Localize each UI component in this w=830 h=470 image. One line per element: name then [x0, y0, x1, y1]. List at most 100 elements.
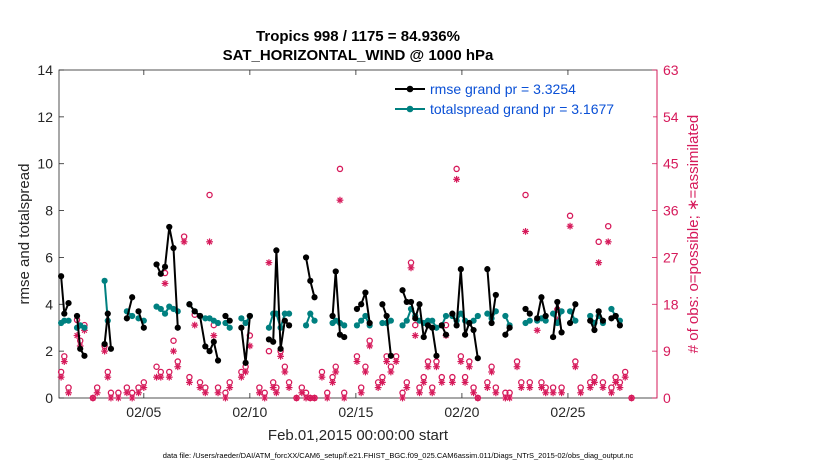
rmse-point [166, 223, 173, 231]
obs-assimilated-point [60, 358, 68, 365]
asterisk-stroke [558, 389, 565, 396]
y-tick-label: 4 [45, 296, 53, 312]
rmse-line-segment [569, 304, 577, 324]
rmse-point [174, 324, 181, 331]
y-tick-label: 10 [37, 156, 53, 172]
data-file-footer: data file: /Users/raeder/DAI/ATM_forcXX/… [163, 451, 634, 460]
asterisk-stroke [399, 395, 406, 401]
y-tick-label: 14 [37, 62, 53, 78]
rmse-point [554, 298, 561, 306]
asterisk-stroke [191, 322, 198, 328]
asterisk-stroke [202, 389, 209, 396]
obs-assimilated-point [165, 373, 173, 381]
y2-tick-label: 0 [663, 390, 671, 406]
rmse-point [403, 298, 410, 306]
totalspread-point [358, 317, 365, 324]
rmse-point [196, 312, 204, 320]
totalspread-point [542, 317, 549, 324]
asterisk-stroke [124, 389, 130, 396]
rmse-point [457, 266, 464, 273]
asterisk-stroke [366, 343, 373, 349]
obs-assimilated-point [336, 196, 344, 204]
rmse-point [572, 301, 579, 308]
asterisk-stroke [358, 389, 365, 396]
rmse-point [81, 352, 88, 359]
obs-assimilated-point [161, 280, 169, 287]
totalspread-point [61, 317, 68, 324]
asterisk-stroke [226, 384, 233, 391]
totalspread-point [387, 317, 394, 324]
asterisk-stroke [375, 384, 381, 391]
totalspread-point [433, 324, 440, 331]
rmse-point [599, 317, 607, 324]
obs-assimilated-point [538, 384, 545, 391]
rmse-point [616, 322, 623, 329]
totalspread-point [399, 322, 406, 329]
asterisk-stroke [324, 395, 331, 401]
obs-assimilated-point [353, 358, 361, 365]
asterisk-stroke [181, 238, 187, 245]
rmse-point [285, 322, 293, 329]
asterisk-stroke [266, 259, 272, 266]
rmse-point [65, 300, 72, 307]
asterisk-stroke [470, 389, 477, 396]
y2-tick-label: 45 [663, 156, 679, 172]
obs-assimilated-point [542, 389, 550, 397]
obs-assimilated-point [612, 378, 620, 386]
obs-possible-point [206, 191, 213, 199]
obs-assimilated-point [107, 394, 115, 402]
asterisk-stroke [282, 369, 288, 375]
rmse-point [329, 312, 336, 320]
obs-assimilated-point [265, 259, 273, 267]
rmse-line-segment [589, 308, 604, 334]
obs-assimilated-point [242, 368, 250, 376]
asterisk-stroke [542, 389, 549, 396]
totalspread-point [587, 312, 594, 320]
obs-possible-point [604, 222, 612, 230]
asterisk-stroke [341, 395, 348, 401]
obs-assimilated-point [340, 394, 348, 402]
rmse-point [332, 268, 339, 275]
asterisk-stroke [222, 395, 229, 401]
obs-assimilated-point [89, 394, 97, 402]
asterisk-stroke [572, 363, 579, 370]
obs-assimilated-point [214, 389, 222, 397]
obs-assimilated-point [522, 227, 529, 235]
totalspread-line-segment [356, 314, 371, 327]
obs-assimilated-point [399, 394, 406, 402]
legend: rmse grand pr = 3.3254 totalspread grand… [387, 76, 653, 124]
x-tick-label: 02/05 [126, 404, 161, 420]
asterisk-stroke [210, 332, 217, 339]
rmse-point [474, 355, 481, 362]
asterisk-stroke [622, 374, 629, 380]
asterisk-stroke [256, 389, 263, 396]
obs-assimilated-point [488, 368, 495, 376]
rmse-point [461, 331, 469, 338]
obs-assimilated-point [93, 389, 101, 397]
obs-assimilated-point [628, 394, 635, 402]
asterisk-stroke [153, 374, 160, 380]
asterisk-stroke [403, 384, 410, 391]
obs-assimilated-point [453, 175, 461, 183]
totalspread-point [281, 310, 288, 317]
asterisk-stroke [453, 176, 460, 183]
obs-assimilated-point [608, 389, 615, 397]
obs-assimilated-point [483, 384, 491, 391]
asterisk-stroke [518, 384, 525, 391]
y2-tick-label: 27 [663, 249, 679, 265]
asterisk-stroke [526, 384, 533, 391]
rmse-line-segment [356, 292, 371, 324]
totalspread-point [566, 308, 574, 315]
totalspread-point [307, 310, 314, 317]
rmse-point [140, 324, 147, 331]
rmse-point [61, 310, 68, 317]
rmse-point [104, 310, 111, 317]
obs-assimilated-point [383, 358, 391, 365]
rmse-point [353, 305, 361, 313]
rmse-point [277, 345, 284, 352]
asterisk-stroke [174, 363, 181, 370]
rmse-point [206, 348, 213, 355]
asterisk-stroke [458, 358, 464, 365]
obs-assimilated-point [604, 238, 612, 246]
obs-assimilated-point [128, 394, 136, 402]
